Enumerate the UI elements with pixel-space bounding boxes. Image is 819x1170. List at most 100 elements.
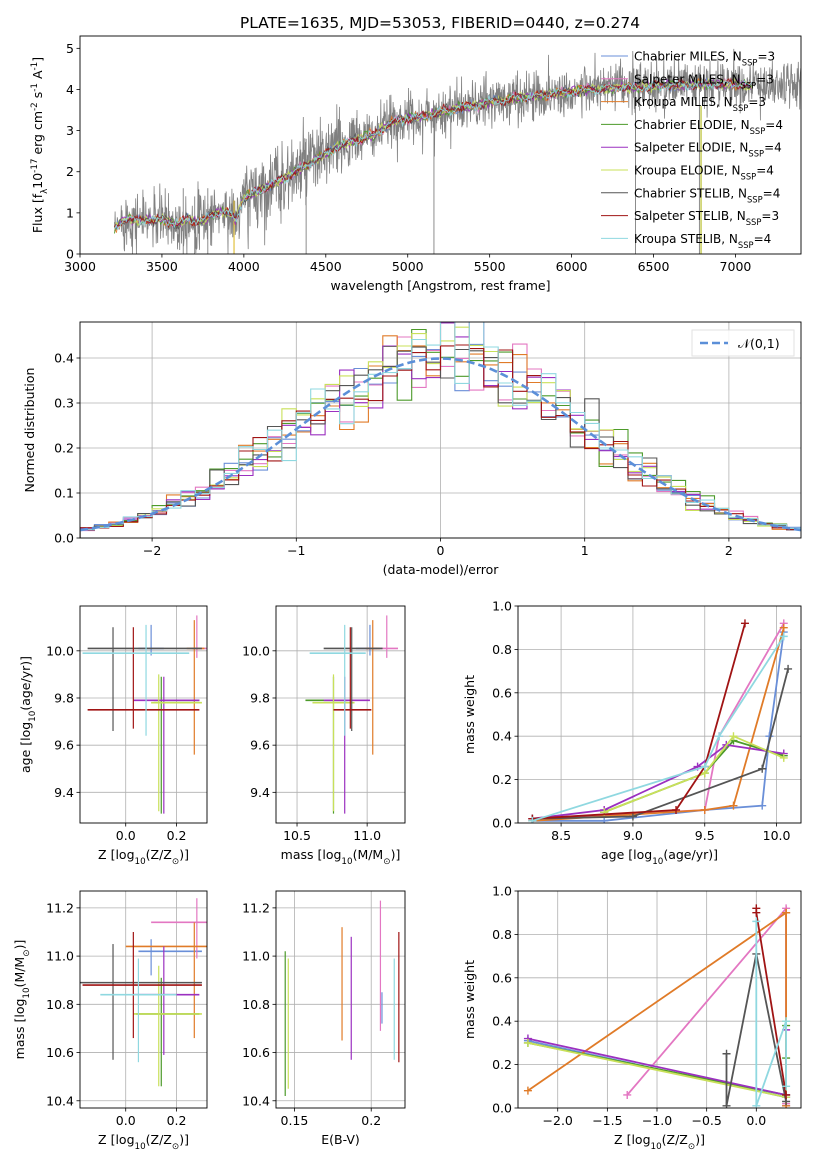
errorbar-kroupa_miles <box>365 620 380 755</box>
series-chabrier_miles-line <box>532 631 785 822</box>
series-salpeter_miles-line <box>532 622 785 820</box>
x-tick-label: 11.0 <box>353 828 381 843</box>
x-tick-label: 6500 <box>638 259 670 274</box>
errorbar-salpeter_miles <box>365 615 398 658</box>
legend-label: Kroupa MILES, NSSP=3 <box>634 95 766 113</box>
x-tick-label: 9.0 <box>623 828 643 843</box>
series-kroupa_elodie-marker <box>523 1038 532 1047</box>
series-chabrier_miles-marker <box>758 801 767 810</box>
series-kroupa_stelib-marker <box>782 1082 791 1091</box>
series-chabrier_stelib-marker <box>758 764 767 773</box>
y-tick-label: 0.2 <box>492 1057 512 1072</box>
y-tick-label: 0.8 <box>492 927 512 942</box>
x-tick-label: −1 <box>287 543 305 558</box>
x-tick-label: 0 <box>437 543 445 558</box>
errorbar-kroupa_elodie <box>312 674 355 812</box>
panel-age_vs_Z: 0.0 0.2 9.4 9.6 9.8 10.0 Z [log10(Z/Z⊙)] age [l… <box>18 605 208 867</box>
errorbar-kroupa_elodie <box>151 674 202 812</box>
x-tick-label: 0.0 <box>116 1113 136 1128</box>
panels: 3000 3500 4000 4500 5000 5500 6000 6500 7000 0 1 2 3… <box>12 35 802 1152</box>
x-tick-label: −2.0 <box>543 1113 573 1128</box>
axes-frame <box>517 890 802 1109</box>
y-axis-label: Flux [fλ10-17 erg cm-2 s-1 A-1] <box>30 57 50 233</box>
plot-area <box>80 898 207 1087</box>
errorbar-salpeter_elodie <box>133 946 200 1055</box>
errorbar-salpeter_stelib <box>87 627 200 729</box>
x-axis-label: Z [log10(Z/Z⊙)] <box>98 847 189 867</box>
x-axis-label: Z [log10(Z/Z⊙)] <box>614 1132 705 1152</box>
x-tick-label: 9.5 <box>695 828 715 843</box>
y-tick-label: 10.4 <box>46 1093 74 1108</box>
panel-age_vs_mass: 10.5 11.0 9.4 9.6 9.8 10.0 mass [log10(M/M⊙)] <box>242 605 406 867</box>
y-tick-label: 10.8 <box>242 997 270 1012</box>
legend-label: Salpeter MILES, NSSP=3 <box>634 72 774 90</box>
legend: Chabrier MILES, NSSP=3 Salpeter MILES, NS… <box>601 50 783 250</box>
plot-area <box>528 619 793 823</box>
errorbar-salpeter_elodie <box>133 676 200 814</box>
x-tick-label: 0.0 <box>746 1113 766 1128</box>
errorbar-kroupa_miles <box>186 620 205 755</box>
y-tick-label: 11.0 <box>242 949 270 964</box>
legend-label: Chabrier ELODIE, NSSP=4 <box>634 118 783 136</box>
y-axis-label: Normed distribution <box>22 368 37 493</box>
series-salpeter_stelib-marker <box>740 619 749 628</box>
panel-residuals: −2 −1 0 1 2 0.0 0.1 0.2 0.3 0.4 (data-model)/error… <box>22 321 802 577</box>
x-tick-label: 0.2 <box>167 1113 187 1128</box>
y-tick-label: 9.6 <box>54 738 74 753</box>
axes-frame <box>79 890 208 1109</box>
series-kroupa_stelib-line <box>532 635 785 822</box>
plot-area <box>82 615 207 814</box>
errorbar-kroupa_stelib <box>309 624 366 736</box>
series-chabrier_stelib-marker <box>628 812 637 821</box>
plot-area <box>80 322 801 538</box>
errorbar-kroupa_stelib <box>100 958 177 1063</box>
legend: 𝒩(0,1) <box>691 329 795 357</box>
legend-box <box>691 329 795 357</box>
x-tick-label: −1.5 <box>592 1113 622 1128</box>
panel-mass_weight_vs_Z: −2.0 −1.5 −1.0 −0.5 0.0 0.0 0.2 0.4 0.6 0.8 1.0 Z [… <box>462 884 802 1152</box>
y-tick-label: 11.2 <box>242 900 270 915</box>
y-tick-label: 1.0 <box>492 884 512 899</box>
y-tick-label: 11.0 <box>46 949 74 964</box>
series-kroupa_miles-marker <box>729 801 738 810</box>
x-tick-label: 10.0 <box>763 828 791 843</box>
gaussian-curve <box>80 357 801 532</box>
series-kroupa_miles-line <box>532 627 785 822</box>
y-tick-label: 0.6 <box>492 970 512 985</box>
series-kroupa_stelib-marker <box>528 816 537 823</box>
errorbar-kroupa_miles <box>125 922 207 1039</box>
y-axis-label: mass weight <box>462 960 477 1039</box>
errorbar-salpeter_stelib <box>333 627 372 729</box>
errorbar-chabrier_miles <box>138 939 202 976</box>
y-tick-label: 9.8 <box>250 690 270 705</box>
y-tick-label: 9.4 <box>250 785 270 800</box>
x-tick-label: 5000 <box>392 259 424 274</box>
series-chabrier_stelib-line <box>725 953 787 1106</box>
panel-spectrum: 3000 3500 4000 4500 5000 5500 6000 6500 7000 0 1 2 3… <box>30 35 802 293</box>
series-kroupa_stelib-marker <box>715 732 724 741</box>
plot-area <box>113 48 801 254</box>
series-chabrier_stelib-marker <box>722 1101 731 1108</box>
series-kroupa_stelib-marker <box>782 1017 791 1026</box>
plot-area <box>305 615 398 814</box>
x-axis-label: Z [log10(Z/Z⊙)] <box>98 1132 189 1152</box>
y-tick-label: 10.0 <box>46 643 74 658</box>
legend-label: Kroupa ELODIE, NSSP=4 <box>634 164 774 182</box>
series-kroupa_stelib-line <box>755 921 787 1107</box>
x-tick-label: 4000 <box>228 259 260 274</box>
x-tick-label: 3500 <box>146 259 178 274</box>
series-kroupa_miles-marker <box>779 623 788 632</box>
series-kroupa_stelib-marker <box>779 632 788 641</box>
y-tick-label: 9.6 <box>250 738 270 753</box>
series-salpeter_stelib-line <box>532 623 746 820</box>
figure-title: PLATE=1635, MJD=53053, FIBERID=0440, z=0… <box>240 14 640 32</box>
y-tick-label: 10.6 <box>46 1045 74 1060</box>
x-tick-label: 1 <box>581 543 589 558</box>
y-axis-label: mass weight <box>462 675 477 754</box>
series-chabrier_stelib-marker <box>722 1049 731 1058</box>
y-tick-label: 0.2 <box>492 772 512 787</box>
y-tick-label: 10.6 <box>242 1045 270 1060</box>
x-axis-label: E(B-V) <box>321 1132 360 1147</box>
y-tick-label: 9.4 <box>54 785 74 800</box>
